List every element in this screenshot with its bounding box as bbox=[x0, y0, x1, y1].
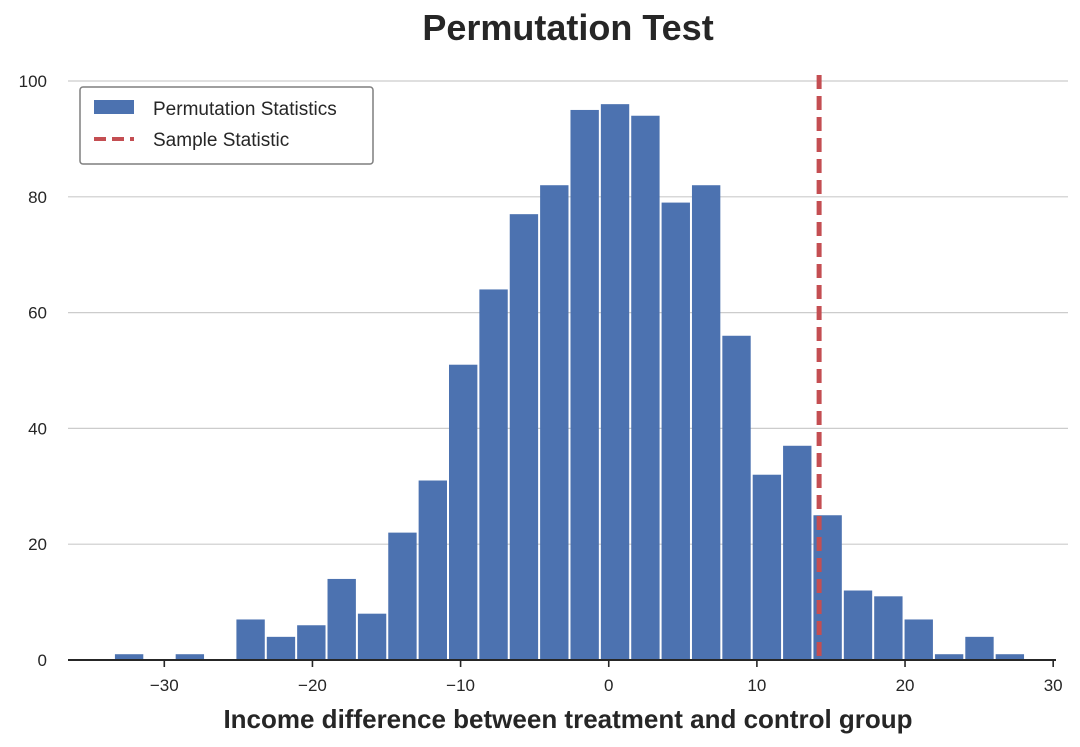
y-tick-label: 20 bbox=[28, 535, 47, 554]
histogram-bar bbox=[570, 109, 599, 660]
y-tick-label: 40 bbox=[28, 419, 47, 438]
histogram-bar bbox=[752, 474, 782, 660]
histogram-bar bbox=[540, 185, 569, 660]
histogram-bar bbox=[266, 636, 296, 660]
x-tick-label: 10 bbox=[747, 676, 766, 695]
histogram-bar bbox=[691, 185, 721, 660]
histogram-bar bbox=[995, 654, 1025, 660]
x-tick-label: −10 bbox=[446, 676, 475, 695]
histogram-bar bbox=[661, 202, 690, 660]
histogram-bar bbox=[874, 596, 903, 660]
x-tick-label: −20 bbox=[298, 676, 327, 695]
histogram-bar bbox=[509, 214, 539, 661]
histogram-bar bbox=[449, 364, 478, 660]
legend-frame bbox=[79, 86, 374, 165]
histogram-bar bbox=[722, 335, 751, 660]
chart-title: Permutation Test bbox=[422, 7, 713, 48]
y-tick-label: 80 bbox=[28, 188, 47, 207]
histogram-bar bbox=[843, 590, 873, 660]
histogram-bar bbox=[479, 289, 508, 660]
x-tick-label: −30 bbox=[150, 676, 179, 695]
y-tick-label: 60 bbox=[28, 304, 47, 323]
histogram-bar bbox=[327, 578, 356, 660]
histogram-bar bbox=[600, 104, 630, 660]
x-axis-label: Income difference between treatment and … bbox=[223, 704, 912, 734]
histogram-bar bbox=[236, 619, 265, 660]
histogram-bar bbox=[114, 654, 144, 660]
legend-label-sample: Sample Statistic bbox=[153, 130, 289, 151]
legend-label-permutation: Permutation Statistics bbox=[153, 99, 337, 120]
histogram-bar bbox=[904, 619, 933, 660]
histogram-bar bbox=[934, 654, 964, 660]
histogram-bar bbox=[783, 445, 812, 660]
histogram-bar bbox=[418, 480, 447, 660]
histogram-bar bbox=[297, 625, 326, 660]
y-tick-label: 100 bbox=[19, 72, 47, 91]
x-ticks: −30 −20 −10 0 10 20 30 bbox=[150, 660, 1063, 695]
legend: Permutation Statistics Sample Statistic bbox=[79, 86, 374, 165]
y-tick-label: 0 bbox=[38, 651, 47, 670]
x-tick-label: 0 bbox=[604, 676, 613, 695]
legend-swatch-permutation bbox=[94, 100, 134, 114]
y-ticks: 0 20 40 60 80 100 bbox=[19, 72, 47, 670]
histogram-bar bbox=[357, 613, 387, 660]
x-tick-label: 30 bbox=[1044, 676, 1063, 695]
histogram-bar bbox=[388, 532, 417, 660]
histogram-bars bbox=[114, 104, 1025, 661]
x-tick-label: 20 bbox=[896, 676, 915, 695]
histogram-bar bbox=[631, 115, 660, 661]
histogram-bar bbox=[175, 654, 205, 660]
histogram-bar bbox=[965, 636, 994, 660]
